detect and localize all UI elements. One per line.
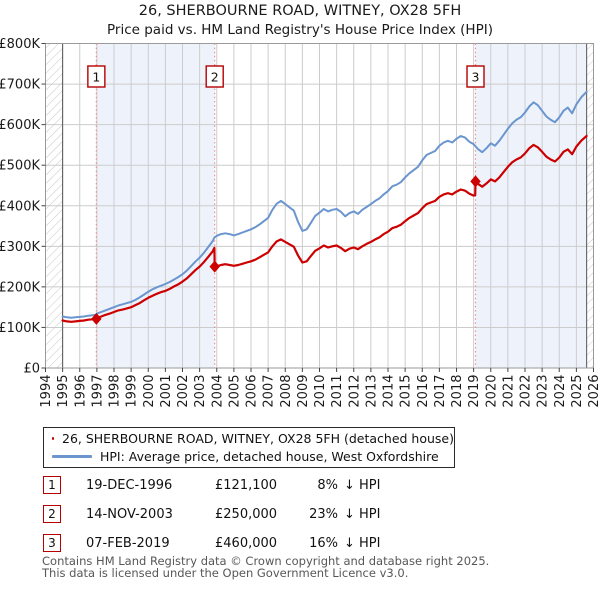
sale-row-2: 2 14-NOV-2003 £250,000 23% ↓ HPI	[0, 505, 600, 525]
x-tick-label: 2013	[364, 375, 379, 408]
legend-label-price-paid: 26, SHERBOURNE ROAD, WITNEY, OX28 5FH (d…	[62, 430, 454, 446]
sale-number-badge: 1	[43, 476, 61, 494]
price-paid-line-sample	[52, 436, 54, 440]
sale-marker-diamond	[209, 260, 220, 273]
license-line-2: This data is licensed under the Open Gov…	[42, 565, 409, 580]
x-tick-label: 1997	[90, 375, 105, 408]
license-note: Contains HM Land Registry data © Crown c…	[42, 554, 490, 580]
x-tick-label: 2004	[210, 375, 225, 408]
sale-row-1: 1 19-DEC-1996 £121,100 8% ↓ HPI	[0, 476, 600, 496]
y-tick-label: £300K	[0, 240, 40, 255]
x-tick-label: 2025	[570, 375, 585, 408]
sale-marker-box-label: 1	[92, 70, 100, 85]
sale-price: £460,000	[215, 536, 278, 551]
price-paid-line	[61, 134, 588, 323]
x-tick-label: 2019	[467, 375, 482, 408]
x-tick-label: 2022	[519, 375, 534, 408]
y-tick-label: £200K	[0, 280, 40, 295]
sale-marker-box	[466, 65, 485, 88]
sale-date: 19-DEC-1996	[86, 478, 173, 493]
y-tick-label: £100K	[0, 321, 40, 336]
x-tick-label: 2007	[262, 375, 277, 408]
legend-item-price-paid: 26, SHERBOURNE ROAD, WITNEY, OX28 5FH (d…	[44, 429, 454, 447]
x-tick-label: 2015	[399, 375, 414, 408]
x-tick-label: 1998	[108, 375, 123, 408]
sale-marker-box	[205, 65, 224, 88]
x-tick-label: 2000	[142, 375, 157, 408]
x-tick-label: 2020	[484, 375, 499, 408]
y-tick-label: £600K	[0, 118, 40, 133]
sale-hpi-delta-pct: 23%	[309, 507, 338, 522]
x-tick-label: 1996	[73, 375, 88, 408]
y-tick-label: £800K	[0, 37, 40, 52]
x-tick-label: 2005	[227, 375, 242, 408]
x-tick-label: 2003	[193, 375, 208, 408]
sale-hpi-delta-pct: 16%	[309, 536, 338, 551]
x-tick-label: 1999	[125, 375, 140, 408]
sale-marker-box	[87, 65, 106, 88]
sale-marker-box-label: 2	[211, 70, 219, 85]
sale-number-badge: 3	[43, 534, 61, 552]
x-tick-label: 1995	[56, 375, 71, 408]
x-tick-label: 2006	[245, 375, 260, 408]
chart-legend: 26, SHERBOURNE ROAD, WITNEY, OX28 5FH (d…	[43, 427, 455, 468]
x-tick-label: 2012	[347, 375, 362, 408]
x-tick-label: 2008	[279, 375, 294, 408]
x-tick-label: 2009	[296, 375, 311, 408]
sale-hpi-delta-direction: ↓ HPI	[344, 478, 381, 493]
x-tick-label: 2002	[176, 375, 191, 408]
sale-date: 07-FEB-2019	[86, 536, 170, 551]
page-subtitle: Price paid vs. HM Land Registry's House …	[107, 22, 493, 38]
y-tick-label: £700K	[0, 78, 40, 93]
x-tick-label: 2010	[313, 375, 328, 408]
hpi-line	[61, 90, 588, 319]
x-tick-label: 2017	[433, 375, 448, 408]
x-tick-label: 2018	[450, 375, 465, 408]
x-tick-label: 2024	[553, 375, 568, 408]
sale-hpi-delta-direction: ↓ HPI	[344, 507, 381, 522]
sale-number-badge: 2	[43, 505, 61, 523]
legend-label-hpi: HPI: Average price, detached house, West…	[100, 448, 439, 464]
sale-hpi-delta-direction: ↓ HPI	[344, 536, 381, 551]
hpi-line-sample	[52, 454, 92, 458]
sale-marker-diamond	[470, 175, 481, 188]
x-tick-label: 2026	[587, 375, 600, 408]
sale-price: £121,100	[215, 478, 278, 493]
y-tick-label: £500K	[0, 159, 40, 174]
x-tick-label: 2001	[159, 375, 174, 408]
x-tick-label: 2021	[501, 375, 516, 408]
x-tick-label: 2014	[382, 375, 397, 408]
sale-row-3: 3 07-FEB-2019 £460,000 16% ↓ HPI	[0, 534, 600, 554]
license-line-1: Contains HM Land Registry data © Crown c…	[42, 554, 490, 568]
legend-item-hpi: HPI: Average price, detached house, West…	[44, 447, 454, 465]
x-tick-label: 2016	[416, 375, 431, 408]
x-tick-label: 2011	[330, 375, 345, 408]
x-tick-label: 1994	[39, 375, 54, 408]
sale-marker-diamond	[91, 312, 102, 325]
sale-hpi-delta-pct: 8%	[317, 478, 338, 493]
y-tick-label: £400K	[0, 199, 40, 214]
price-history-chart: 1 2 3 £0 £100K £200K £300K £400K £500K £600K £700K…	[0, 37, 600, 408]
x-tick-label: 2023	[536, 375, 551, 408]
sale-date: 14-NOV-2003	[86, 507, 173, 522]
page-title: 26, SHERBOURNE ROAD, WITNEY, OX28 5FH	[138, 3, 462, 19]
y-tick-label: £0	[23, 362, 40, 377]
sale-marker-box-label: 3	[472, 70, 480, 85]
sale-price: £250,000	[215, 507, 278, 522]
